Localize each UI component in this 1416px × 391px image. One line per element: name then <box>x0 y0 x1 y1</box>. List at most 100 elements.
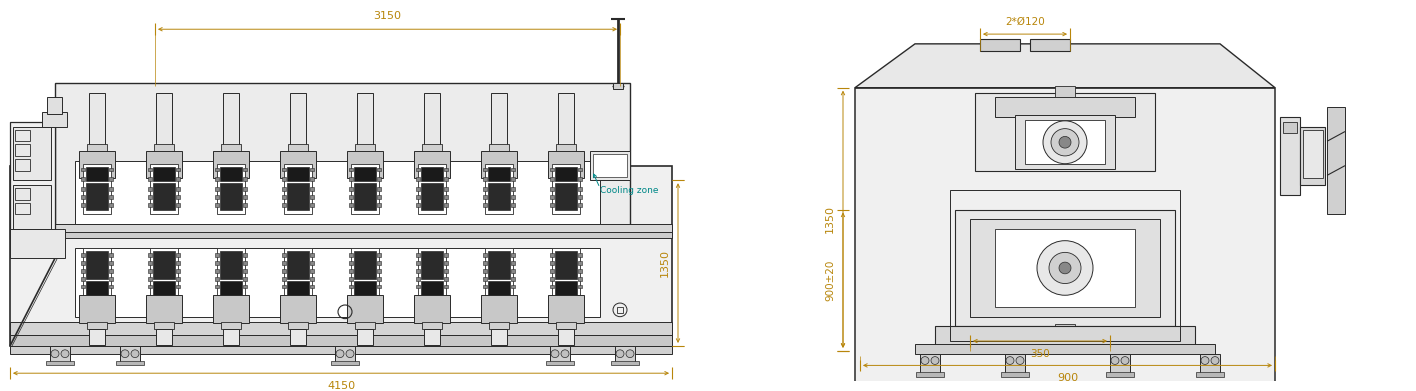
Bar <box>215 195 219 199</box>
Text: 900: 900 <box>1056 373 1078 383</box>
Bar <box>331 361 360 366</box>
Bar <box>310 168 314 172</box>
Bar <box>310 261 314 265</box>
Bar <box>212 151 249 178</box>
Bar <box>176 253 180 257</box>
Bar <box>109 203 113 206</box>
Bar <box>282 203 286 206</box>
Bar <box>351 248 379 299</box>
Bar <box>855 88 1274 391</box>
Bar <box>176 261 180 265</box>
Bar <box>109 187 113 191</box>
Bar <box>555 167 576 181</box>
Bar <box>354 183 377 210</box>
Text: 4150: 4150 <box>327 381 355 391</box>
Bar <box>445 261 447 265</box>
Bar <box>558 93 573 146</box>
Bar <box>149 178 152 181</box>
Bar <box>578 285 582 289</box>
Bar <box>176 277 180 281</box>
Bar <box>348 277 353 281</box>
Bar <box>483 285 487 289</box>
Bar <box>950 190 1180 341</box>
Bar <box>149 285 152 289</box>
Bar <box>86 167 108 181</box>
Bar <box>16 188 30 200</box>
Circle shape <box>1201 357 1209 364</box>
Bar <box>357 329 372 345</box>
Bar <box>215 178 219 181</box>
Bar <box>290 329 306 345</box>
Bar <box>416 269 421 273</box>
Bar <box>617 307 623 313</box>
Bar <box>153 281 176 295</box>
Bar <box>481 151 517 178</box>
Bar <box>590 151 630 180</box>
Bar <box>416 277 421 281</box>
Bar <box>549 195 554 199</box>
Bar <box>310 187 314 191</box>
Circle shape <box>551 350 559 358</box>
Bar <box>578 187 582 191</box>
Bar <box>146 151 183 178</box>
Circle shape <box>1059 136 1070 148</box>
Bar <box>81 203 85 206</box>
Bar <box>10 229 65 258</box>
Bar <box>511 261 515 265</box>
Bar <box>222 329 239 345</box>
Bar <box>354 251 377 279</box>
Circle shape <box>1005 357 1014 364</box>
Bar <box>244 253 246 257</box>
Bar <box>348 178 353 181</box>
Bar <box>357 93 372 146</box>
Bar <box>555 251 576 279</box>
Bar <box>348 253 353 257</box>
Bar <box>176 178 180 181</box>
Circle shape <box>346 350 354 358</box>
Bar <box>548 295 583 323</box>
Bar <box>153 167 176 181</box>
Bar <box>549 178 554 181</box>
Bar <box>511 269 515 273</box>
Bar <box>1327 107 1345 214</box>
Bar <box>483 269 487 273</box>
Bar <box>86 321 108 329</box>
Bar <box>81 253 85 257</box>
Bar <box>377 277 381 281</box>
Bar <box>149 195 152 199</box>
Circle shape <box>1044 121 1087 164</box>
Bar <box>578 269 582 273</box>
Bar <box>221 144 241 152</box>
Bar <box>1001 372 1029 377</box>
Bar <box>1055 86 1075 97</box>
Bar <box>348 168 353 172</box>
Bar <box>483 203 487 206</box>
Bar <box>310 285 314 289</box>
Bar <box>377 168 381 172</box>
Bar <box>1005 354 1025 375</box>
Bar <box>86 183 108 210</box>
Bar <box>149 269 152 273</box>
Circle shape <box>1037 241 1093 295</box>
Bar <box>548 151 583 178</box>
Bar <box>347 295 382 323</box>
Bar <box>10 335 673 346</box>
Bar <box>215 277 219 281</box>
Bar <box>547 361 573 366</box>
Bar <box>578 168 582 172</box>
Bar <box>421 251 443 279</box>
Circle shape <box>920 357 929 364</box>
Bar <box>244 168 246 172</box>
Bar <box>549 346 571 364</box>
Bar <box>549 277 554 281</box>
Bar <box>215 203 219 206</box>
Bar <box>549 285 554 289</box>
Bar <box>348 187 353 191</box>
Bar <box>354 167 377 181</box>
Bar <box>552 248 581 299</box>
Text: 3150: 3150 <box>374 11 402 22</box>
Bar <box>282 187 286 191</box>
Bar <box>287 144 309 152</box>
Bar <box>219 251 242 279</box>
Bar <box>416 168 421 172</box>
